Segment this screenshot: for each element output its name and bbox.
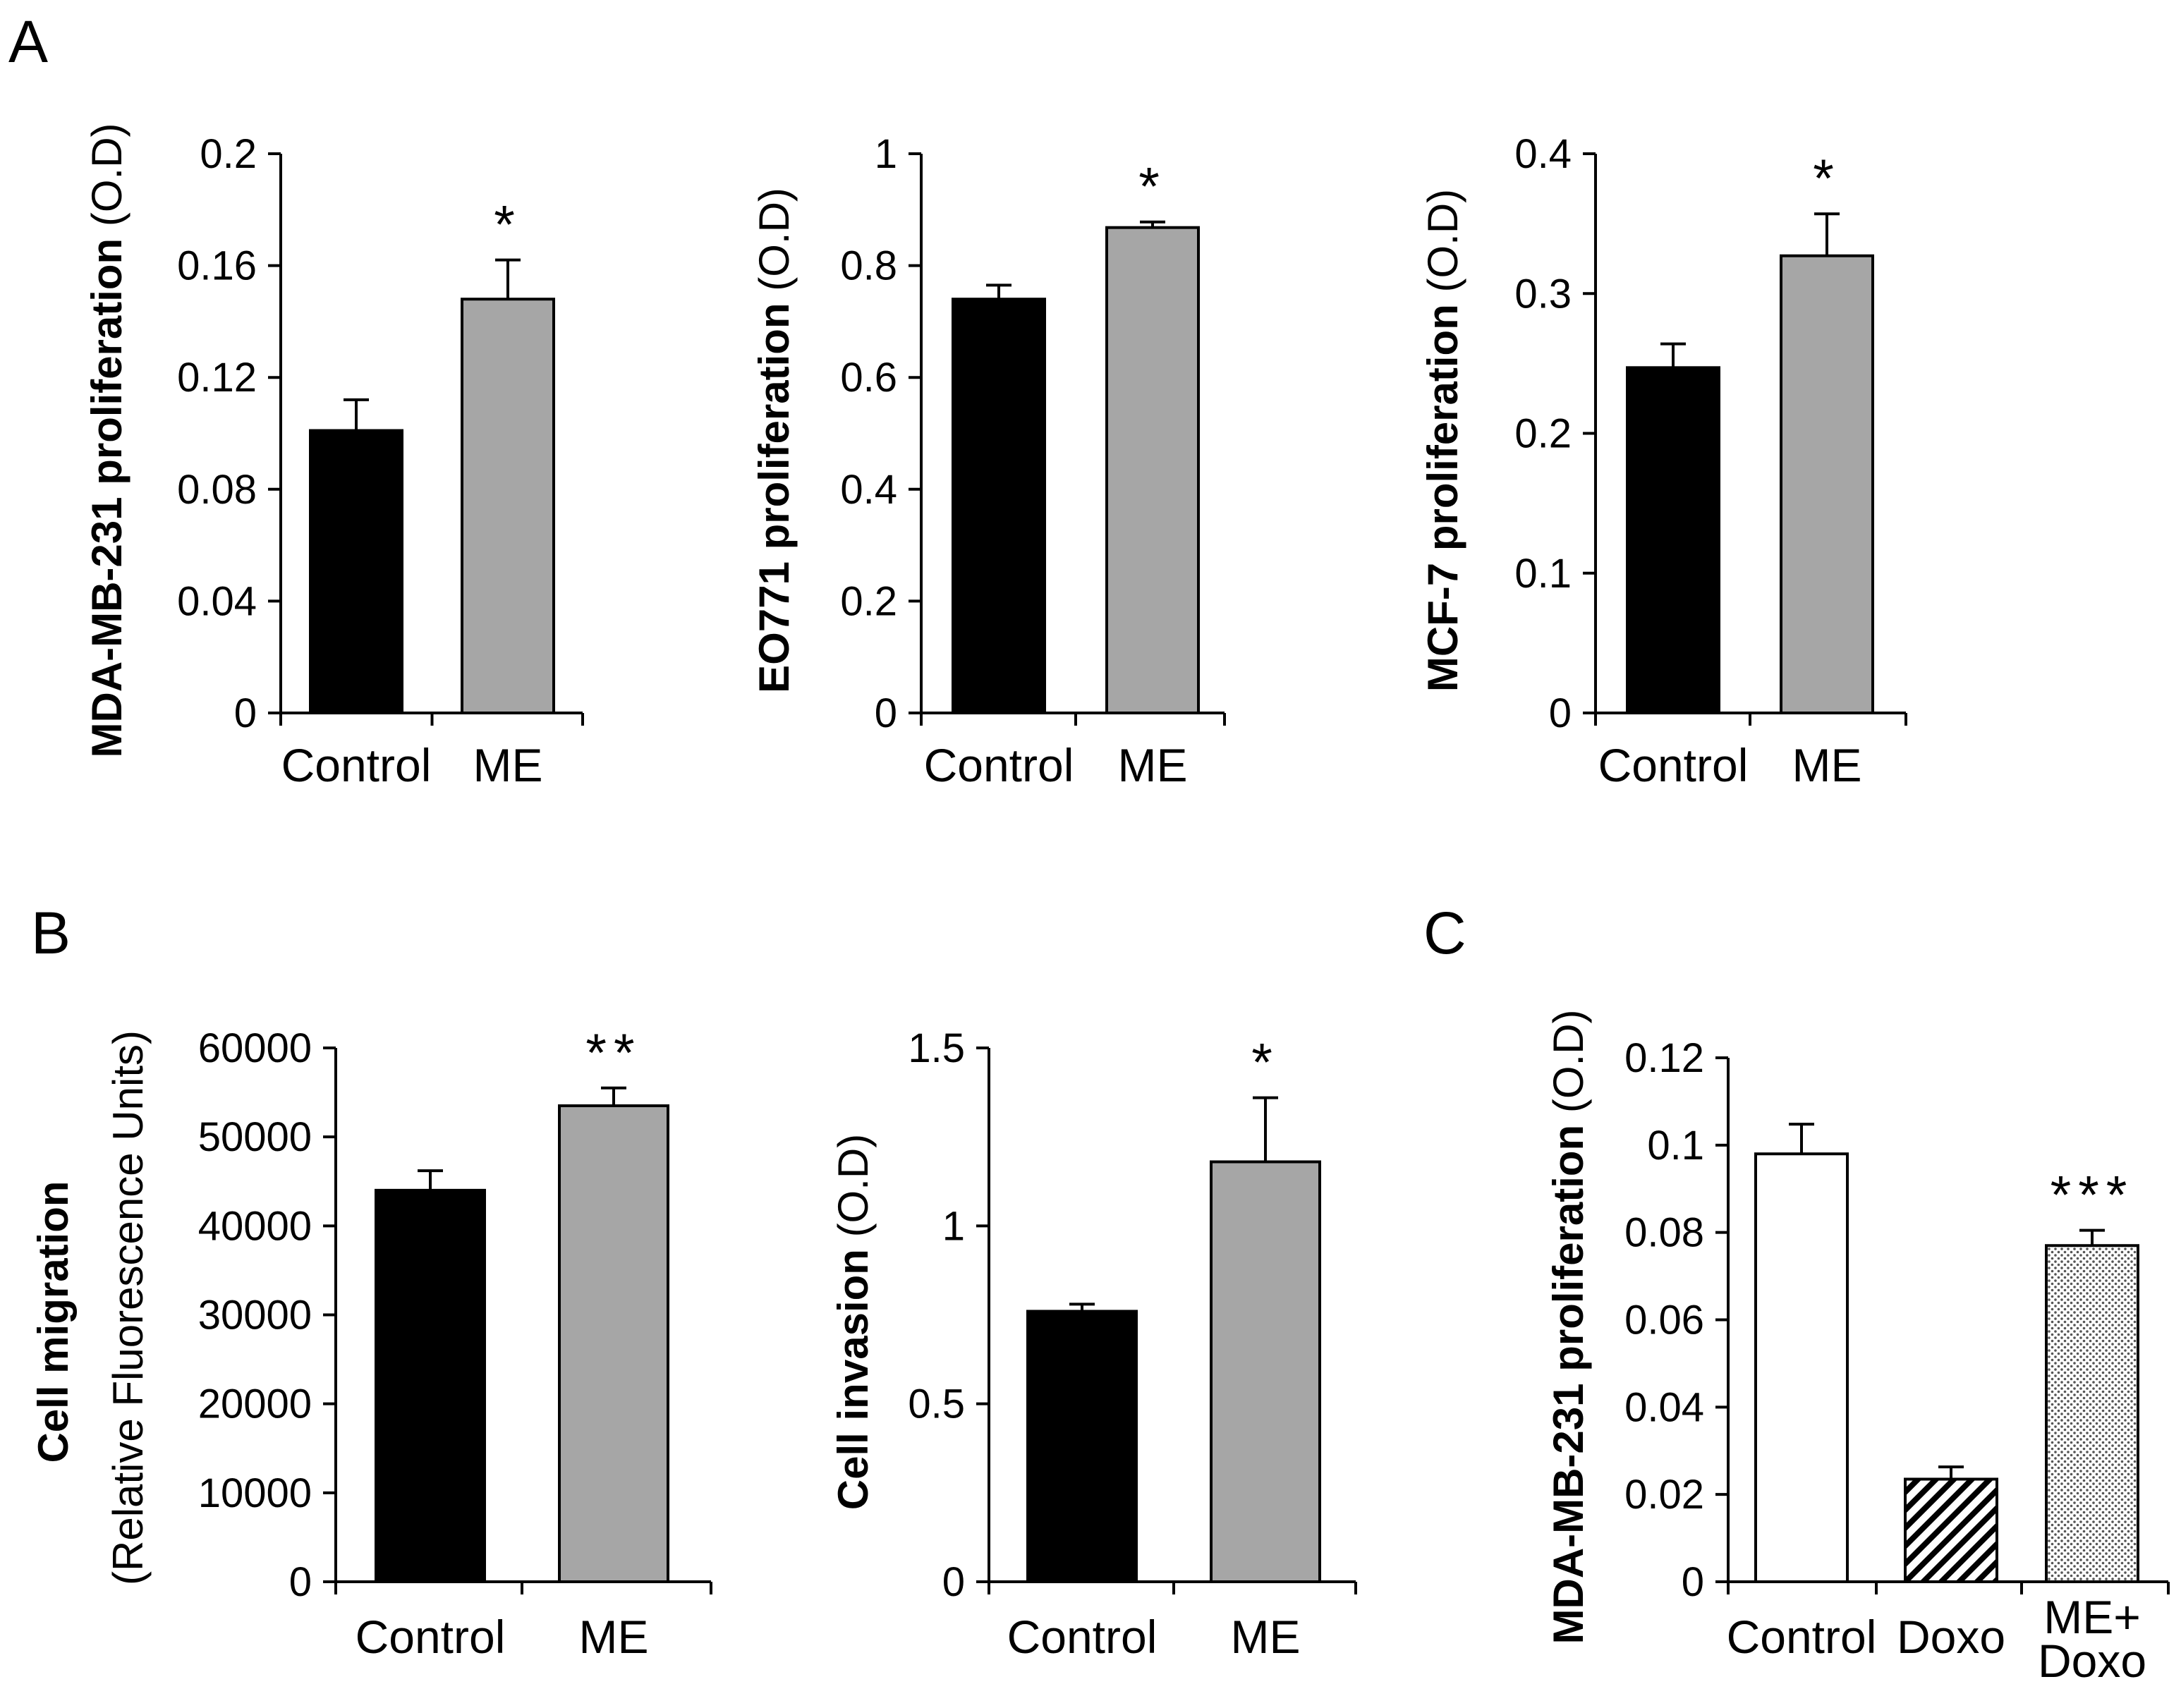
y-axis-title: Cell invasion <box>830 1249 877 1510</box>
category-label: Control <box>356 1611 506 1663</box>
y-tick-label: 0.1 <box>1514 551 1572 597</box>
significance-marker: ** <box>585 1023 641 1083</box>
chart-cell-invasion: 0 0.5 1 1.5 Control * ME Cell invasion (O.D) <box>830 1025 1357 1663</box>
chart-mcf7-proliferation: 0 0.1 0.2 0.3 0.4 Control * ME MCF-7 proliferati… <box>1419 131 1907 791</box>
bar-me <box>558 1104 669 1583</box>
chart-cell-migration: 0 10000 20000 30000 40000 50000 60000 Control **… <box>30 1023 712 1663</box>
y-tick-label: 0.2 <box>840 578 897 624</box>
y-tick-label: 0.2 <box>1514 411 1572 457</box>
bar-control <box>375 1188 486 1584</box>
category-label: ME+ Doxo <box>2038 1591 2146 1687</box>
category-label: ME <box>473 739 543 791</box>
bar-me <box>1210 1160 1321 1583</box>
y-tick-label: 0.12 <box>1624 1035 1704 1081</box>
y-tick-label: 0.3 <box>1514 271 1572 317</box>
bar-control <box>1754 1152 1849 1583</box>
y-tick-label: 0.02 <box>1624 1472 1704 1518</box>
y-tick-label: 10000 <box>198 1470 312 1516</box>
panel-letter-a: A <box>8 8 48 75</box>
y-tick-label: 0.1 <box>1647 1123 1704 1169</box>
y-tick-label: 40000 <box>198 1203 312 1249</box>
y-tick-label: 0.4 <box>840 467 897 513</box>
bar-me <box>461 298 555 714</box>
y-tick-label: 0.08 <box>1624 1210 1704 1256</box>
y-axis-unit: (O.D) <box>1419 189 1466 293</box>
category-label: Doxo <box>1897 1611 2005 1663</box>
y-tick-label: 0.04 <box>177 578 257 624</box>
bar-me <box>1780 254 1874 715</box>
y-axis-unit: (O.D) <box>1545 1009 1592 1113</box>
y-axis-unit: (O.D) <box>830 1134 877 1238</box>
category-label: ME <box>1118 739 1188 791</box>
bar-me-doxo <box>2045 1244 2139 1584</box>
y-tick-label: 0 <box>234 690 257 736</box>
significance-marker: * <box>1251 1033 1280 1093</box>
significance-marker: * <box>494 195 522 255</box>
category-label: Control <box>924 739 1074 791</box>
y-axis-unit: (O.D) <box>751 188 798 291</box>
y-tick-label: 0 <box>942 1559 965 1605</box>
y-tick-label: 0.4 <box>1514 131 1572 177</box>
bar-control <box>309 429 403 714</box>
y-tick-label: 0.16 <box>177 243 257 289</box>
bar-control <box>1626 366 1720 714</box>
y-tick-label: 0.6 <box>840 355 897 401</box>
bar-control <box>952 298 1046 714</box>
y-tick-label: 0.06 <box>1624 1298 1704 1343</box>
y-tick-label: 1 <box>942 1203 965 1249</box>
bar-me <box>1105 226 1200 714</box>
panel-letter-b: B <box>31 900 71 966</box>
y-tick-label: 0 <box>875 690 897 736</box>
y-axis-unit: (O.D) <box>83 123 130 226</box>
category-label: ME <box>579 1611 649 1663</box>
y-tick-label: 0.8 <box>840 243 897 289</box>
y-axis-unit: (Relative Fluorescence Units) <box>104 1030 152 1585</box>
y-tick-label: 0.08 <box>177 467 257 513</box>
y-tick-label: 60000 <box>198 1025 312 1071</box>
y-axis-title: MDA-MB-231 proliferation <box>1545 1125 1592 1645</box>
panel-letter-c: C <box>1423 900 1466 966</box>
y-tick-label: 0 <box>289 1559 312 1605</box>
y-tick-label: 0.04 <box>1624 1384 1704 1430</box>
y-axis-title: EO771 proliferation <box>751 303 798 693</box>
y-axis-title: MDA-MB-231 proliferation <box>83 238 130 758</box>
category-label: Control <box>1007 1611 1158 1663</box>
bar-doxo <box>1904 1477 1998 1584</box>
category-label: Control <box>1598 739 1749 791</box>
significance-marker: * <box>1138 157 1167 217</box>
category-label: ME <box>1792 739 1862 791</box>
category-label: Control <box>1727 1611 1877 1663</box>
y-tick-label: 0 <box>1549 690 1572 736</box>
chart-eo771-proliferation: 0 0.2 0.4 0.6 0.8 1 Control * ME EO771 proliferat… <box>751 131 1226 791</box>
y-tick-label: 0.5 <box>908 1381 965 1427</box>
y-tick-label: 20000 <box>198 1381 312 1427</box>
y-tick-label: 0 <box>1682 1559 1704 1605</box>
category-label: Control <box>281 739 432 791</box>
category-label: ME <box>1231 1611 1301 1663</box>
y-axis-title: Cell migration <box>30 1181 77 1463</box>
y-tick-label: 30000 <box>198 1293 312 1338</box>
chart-mda-proliferation-a: 0 0.04 0.08 0.12 0.16 0.2 Control * ME MDA-MB-231… <box>83 123 584 791</box>
y-tick-label: 1 <box>875 131 897 177</box>
y-tick-label: 0.2 <box>200 131 257 177</box>
significance-marker: *** <box>2051 1166 2134 1226</box>
bar-control <box>1026 1310 1138 1584</box>
y-tick-label: 0.12 <box>177 355 257 401</box>
y-axis-title: MCF-7 proliferation <box>1419 304 1466 692</box>
y-tick-label: 50000 <box>198 1114 312 1160</box>
significance-marker: * <box>1813 149 1841 209</box>
y-tick-label: 1.5 <box>908 1025 965 1071</box>
chart-mda-proliferation-c: 0 0.02 0.04 0.06 0.08 0.1 0.12 Control Doxo *** ME… <box>1545 1009 2170 1687</box>
